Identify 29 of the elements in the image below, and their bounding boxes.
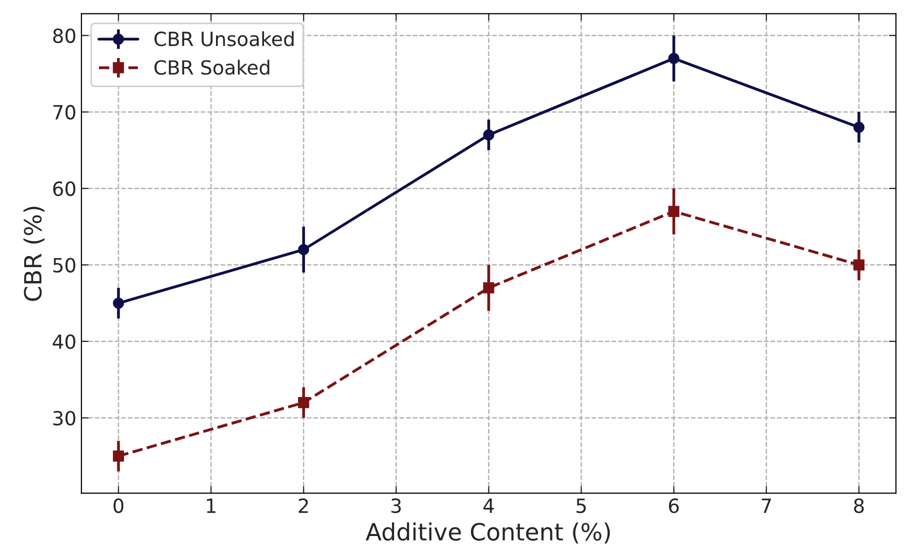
- x-tick-label: 0: [114, 498, 124, 514]
- point: [483, 282, 494, 294]
- x-tick-label: 3: [391, 498, 401, 514]
- point: [853, 122, 864, 133]
- x-tick-label: 1: [206, 498, 216, 513]
- x-tick-label: 8: [854, 498, 864, 514]
- point: [668, 52, 680, 64]
- legend-label: CBR Soaked: [154, 60, 270, 75]
- x-tick-label: 6: [668, 498, 679, 514]
- y-tick-label: 40: [52, 334, 76, 350]
- y-tick-label: 60: [53, 181, 76, 196]
- y-tick-label: 80: [53, 28, 76, 44]
- point: [112, 450, 124, 462]
- x-tick-label: 2: [298, 498, 308, 513]
- point: [853, 259, 864, 270]
- x-tick-label: 4: [483, 498, 494, 513]
- x-axis-title: Additive Content (%): [366, 522, 610, 544]
- x-tick-label: 7: [762, 498, 771, 513]
- y-tick-label: 30: [53, 410, 76, 426]
- y-tick-label: 70: [53, 104, 76, 120]
- y-tick-label: 50: [53, 258, 76, 273]
- point: [483, 129, 494, 140]
- legend-label: CBR Unsoaked: [154, 31, 294, 46]
- point: [668, 206, 680, 217]
- y-axis-title: CBR (%): [23, 206, 44, 301]
- point: [298, 244, 310, 256]
- point: [112, 298, 124, 309]
- point: [298, 397, 310, 408]
- x-tick-label: 5: [576, 498, 586, 514]
